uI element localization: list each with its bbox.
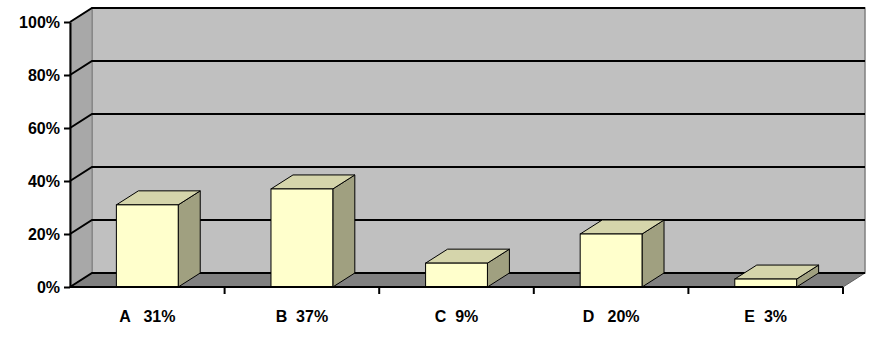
bar-side [333, 175, 355, 287]
y-axis-line [70, 23, 72, 288]
bar [426, 249, 510, 287]
bar-front [735, 279, 797, 287]
grid-line [70, 8, 865, 22]
y-tick: 60% [28, 120, 70, 137]
y-tick-mark [64, 234, 70, 236]
bar [271, 175, 355, 287]
category-separators [225, 287, 843, 294]
grid-line [70, 114, 865, 128]
bar-side [178, 191, 200, 287]
y-tick-mark [64, 128, 70, 130]
x-tick: A 31% [119, 287, 175, 325]
y-tick-label: 80% [28, 67, 60, 84]
bar-top [116, 191, 200, 205]
walls [70, 8, 865, 287]
grid-line [70, 61, 865, 75]
y-tick: 100% [19, 14, 70, 31]
x-axis: A 31% B 37% C 9% D 20% E 3% [70, 287, 843, 325]
y-tick: 0% [37, 279, 70, 296]
x-tick-label: B 37% [276, 308, 328, 325]
x-tick-label: E 3% [744, 308, 787, 325]
chart: 0% 20% 40% 60% 80% 100% A 31% B 37% C 9% D 20% E 3… [0, 0, 886, 356]
category-separator [687, 287, 689, 294]
y-tick-mark [64, 22, 70, 24]
y-tick-mark [64, 181, 70, 183]
side-wall [70, 8, 92, 287]
bar [116, 191, 200, 287]
category-separator [533, 287, 535, 294]
x-axis-line [70, 286, 843, 288]
bars [116, 175, 818, 287]
bar-front [580, 234, 642, 287]
y-tick-label: 0% [37, 279, 60, 296]
x-tick: E 3% [744, 287, 787, 325]
y-tick-label: 60% [28, 120, 60, 137]
x-tick: C 9% [435, 287, 479, 325]
y-tick: 80% [28, 67, 70, 84]
grid [70, 8, 865, 287]
y-axis: 0% 20% 40% 60% 80% 100% [19, 14, 70, 296]
y-tick: 20% [28, 226, 70, 243]
x-tick: B 37% [276, 287, 328, 325]
category-separator [378, 287, 380, 294]
bar-top [735, 265, 819, 279]
y-tick: 40% [28, 173, 70, 190]
category-separator [842, 287, 844, 294]
x-tick-label: C 9% [435, 308, 479, 325]
grid-line [70, 167, 865, 181]
bar [580, 220, 664, 287]
back-wall [92, 8, 865, 273]
y-tick-label: 20% [28, 226, 60, 243]
bar-front [116, 205, 178, 287]
bar-front [426, 263, 488, 287]
category-separator [224, 287, 226, 294]
bar-top [426, 249, 510, 263]
x-tick-label: A 31% [119, 308, 175, 325]
x-tick: D 20% [583, 287, 640, 325]
y-tick-label: 40% [28, 173, 60, 190]
y-tick-label: 100% [19, 14, 60, 31]
bar-top [580, 220, 664, 234]
bar-top [271, 175, 355, 189]
bar [735, 265, 819, 287]
y-tick-mark [64, 75, 70, 77]
x-tick-label: D 20% [583, 308, 640, 325]
y-tick-mark [64, 287, 70, 289]
bar-front [271, 189, 333, 287]
